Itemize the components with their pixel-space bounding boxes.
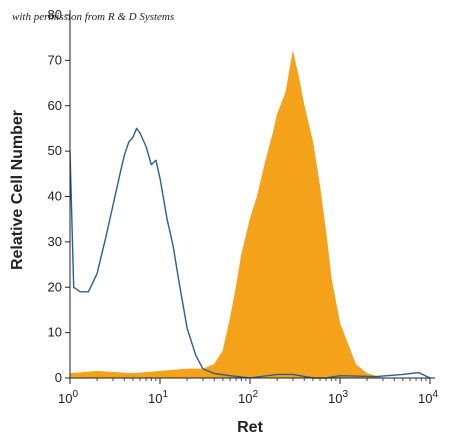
axes-layer: 0 10 20 30 40 50 60 70 80 100 101 102 103 104 <box>48 7 439 406</box>
y-tick-label: 20 <box>48 279 62 294</box>
series-layer <box>69 51 431 379</box>
x-axis-label: Ret <box>237 419 263 436</box>
x-tick-label: 103 <box>328 389 348 406</box>
filled-histogram-series <box>69 51 430 379</box>
y-tick-label: 40 <box>48 189 62 204</box>
y-tick-label: 70 <box>48 52 62 67</box>
y-tick-label: 50 <box>48 143 62 158</box>
x-tick-label: 100 <box>58 389 78 406</box>
y-tick-label: 0 <box>55 370 62 385</box>
y-tick-label: 30 <box>48 234 62 249</box>
y-tick-label: 60 <box>48 98 62 113</box>
y-tick-label: 80 <box>48 7 62 22</box>
y-tick-label: 10 <box>48 325 62 340</box>
credit-text: with permission from R & D Systems <box>12 11 174 23</box>
x-tick-label: 101 <box>148 389 168 406</box>
y-axis-label: Relative Cell Number <box>9 110 26 270</box>
x-tick-label: 104 <box>418 389 438 406</box>
x-tick-label: 102 <box>238 389 258 406</box>
